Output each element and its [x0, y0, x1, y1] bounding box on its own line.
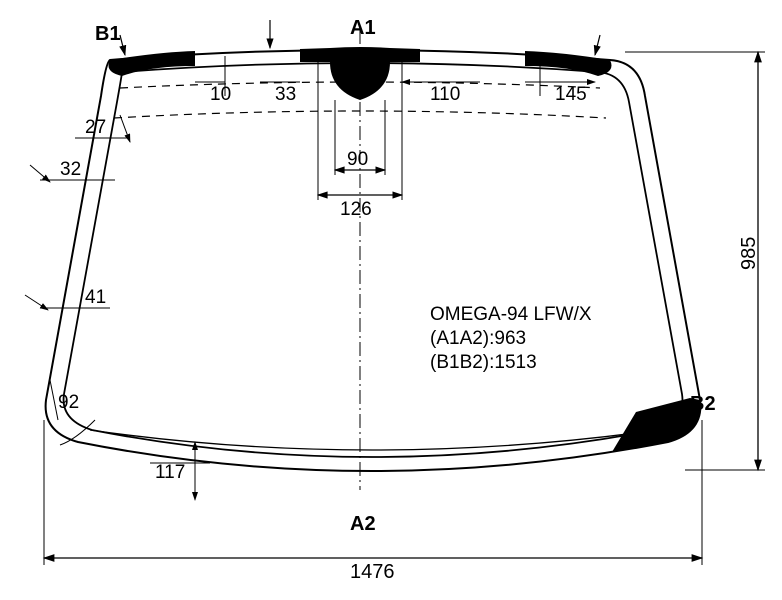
notch-left [300, 48, 330, 62]
dim-90: 90 [347, 149, 368, 170]
top-right-tick [595, 35, 600, 55]
dim-10: 10 [210, 84, 231, 105]
dim-41: 41 [85, 287, 106, 308]
dim-41-arr [25, 295, 48, 310]
dim-92: 92 [58, 392, 79, 413]
dim-92-curve [50, 380, 58, 420]
info-model: OMEGA-94 LFW/X [430, 304, 592, 325]
dim-985: 985 [738, 237, 760, 270]
label-a2: A2 [350, 513, 376, 535]
dim-33: 33 [275, 84, 296, 105]
corner-b1 [109, 51, 196, 76]
label-b2: B2 [690, 393, 716, 415]
dim-126: 126 [340, 199, 372, 220]
notch-right [390, 48, 420, 62]
dim-32-arr [30, 165, 50, 182]
windshield-inner [64, 63, 683, 457]
info-a1a2: (A1A2):963 [430, 328, 526, 349]
windshield-outer [46, 50, 701, 471]
corner-b2 [612, 398, 700, 452]
dim-145: 145 [555, 84, 587, 105]
label-b1: B1 [95, 23, 121, 45]
dim-110: 110 [430, 84, 460, 105]
bottom-inner-curve [90, 430, 658, 450]
dim-32: 32 [60, 159, 81, 180]
b1-tick [120, 35, 125, 55]
info-b1b2: (B1B2):1513 [430, 352, 537, 373]
dim-117: 117 [155, 462, 185, 483]
dim-1476: 1476 [350, 561, 395, 583]
dim-27: 27 [85, 117, 106, 138]
label-a1: A1 [350, 17, 376, 39]
corner-top-right [525, 51, 612, 76]
